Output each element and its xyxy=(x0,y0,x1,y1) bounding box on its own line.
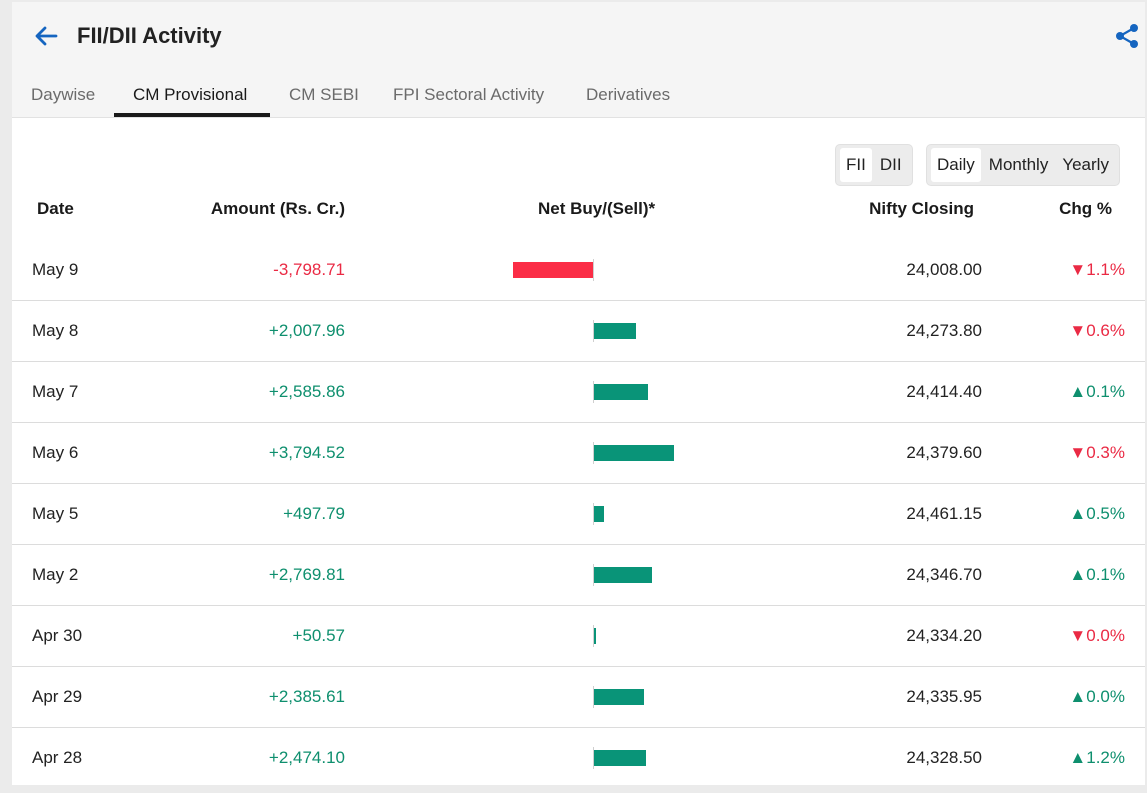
date-cell: May 8 xyxy=(32,321,79,340)
bar-axis xyxy=(593,686,594,708)
date-cell: May 6 xyxy=(32,443,79,462)
bar-axis xyxy=(593,259,594,281)
date-cell: May 9 xyxy=(32,260,79,279)
bar-axis xyxy=(593,625,594,647)
monthly-toggle[interactable]: Monthly xyxy=(988,155,1049,174)
change-percent-cell: ▲0.1% xyxy=(1069,382,1125,401)
net-buy-bar xyxy=(594,323,636,339)
page-title: FII/DII Activity xyxy=(77,23,222,48)
change-percent-cell: ▼0.3% xyxy=(1069,443,1125,462)
date-cell: Apr 28 xyxy=(32,748,83,767)
nifty-closing-column-header[interactable]: Nifty Closing xyxy=(869,199,974,218)
chg-column-header[interactable]: Chg % xyxy=(1059,199,1112,218)
amount-cell: +50.57 xyxy=(292,626,345,645)
fii-dii-card: FII/DII Activity Daywise CM Provisional … xyxy=(12,2,1145,785)
tab-cm-sebi[interactable]: CM SEBI xyxy=(289,85,359,104)
amount-cell: +2,585.86 xyxy=(268,382,345,401)
date-cell: Apr 29 xyxy=(32,687,83,706)
active-tab-indicator xyxy=(114,113,270,117)
change-percent-cell: ▲1.2% xyxy=(1069,748,1125,767)
bar-axis xyxy=(593,564,594,586)
net-buy-bar xyxy=(594,506,604,522)
date-cell: May 7 xyxy=(32,382,79,401)
table-row[interactable]: Apr 30 +50.57 24,334.20 ▼0.0% xyxy=(12,606,1145,667)
amount-cell: +2,769.81 xyxy=(268,565,345,584)
tab-cm-provisional[interactable]: CM Provisional xyxy=(133,85,248,104)
tab-fpi-sectoral-activity[interactable]: FPI Sectoral Activity xyxy=(393,85,545,104)
nifty-closing-cell: 24,346.70 xyxy=(906,565,982,584)
nifty-closing-cell: 24,008.00 xyxy=(906,260,982,279)
page-header: FII/DII Activity Daywise CM Provisional … xyxy=(12,2,1145,118)
net-buy-bar xyxy=(594,384,648,400)
nifty-closing-cell: 24,328.50 xyxy=(906,748,982,767)
net-buy-bar xyxy=(594,628,596,644)
amount-cell: +497.79 xyxy=(283,504,345,523)
bar-axis xyxy=(593,320,594,342)
bar-axis xyxy=(593,442,594,464)
nifty-closing-cell: 24,461.15 xyxy=(906,504,982,523)
date-cell: May 2 xyxy=(32,565,79,584)
table-row[interactable]: Apr 29 +2,385.61 24,335.95 ▲0.0% xyxy=(12,667,1145,728)
change-percent-cell: ▼0.0% xyxy=(1069,626,1125,645)
daily-toggle[interactable]: Daily xyxy=(931,148,981,182)
table-row[interactable]: May 7 +2,585.86 24,414.40 ▲0.1% xyxy=(12,362,1145,423)
change-percent-cell: ▲0.0% xyxy=(1069,687,1125,706)
yearly-toggle[interactable]: Yearly xyxy=(1062,155,1109,174)
net-buy-bar xyxy=(594,689,644,705)
nifty-closing-cell: 24,379.60 xyxy=(906,443,982,462)
arrow-left-icon[interactable] xyxy=(32,22,60,50)
table-row[interactable]: May 5 +497.79 24,461.15 ▲0.5% xyxy=(12,484,1145,545)
amount-cell: +2,385.61 xyxy=(268,687,345,706)
date-cell: Apr 30 xyxy=(32,626,83,645)
change-percent-cell: ▼1.1% xyxy=(1069,260,1125,279)
table-row[interactable]: Apr 28 +2,474.10 24,328.50 ▲1.2% xyxy=(12,728,1145,789)
tab-derivatives[interactable]: Derivatives xyxy=(586,85,671,104)
amount-cell: +3,794.52 xyxy=(268,443,345,462)
net-sell-bar xyxy=(513,262,593,278)
bar-axis xyxy=(593,381,594,403)
table-row[interactable]: May 9 -3,798.71 24,008.00 ▼1.1% xyxy=(12,240,1145,301)
amount-cell: +2,474.10 xyxy=(268,748,345,767)
tab-daywise[interactable]: Daywise xyxy=(31,85,96,104)
net-buy-bar xyxy=(594,567,652,583)
net-buy-bar xyxy=(594,445,674,461)
nifty-closing-cell: 24,414.40 xyxy=(906,382,982,401)
amount-cell: -3,798.71 xyxy=(273,260,345,279)
amount-column-header[interactable]: Amount (Rs. Cr.) xyxy=(210,199,345,218)
table-row[interactable]: May 8 +2,007.96 24,273.80 ▼0.6% xyxy=(12,301,1145,362)
change-percent-cell: ▼0.6% xyxy=(1069,321,1125,340)
dii-toggle[interactable]: DII xyxy=(879,155,902,174)
nifty-closing-cell: 24,334.20 xyxy=(906,626,982,645)
table-row[interactable]: May 6 +3,794.52 24,379.60 ▼0.3% xyxy=(12,423,1145,484)
date-column-header[interactable]: Date xyxy=(37,199,74,218)
net-buy-bar xyxy=(594,750,646,766)
fii-toggle[interactable]: FII xyxy=(840,148,872,182)
share-icon[interactable] xyxy=(1113,22,1141,50)
bar-axis xyxy=(593,503,594,525)
nifty-closing-cell: 24,335.95 xyxy=(906,687,982,706)
date-cell: May 5 xyxy=(32,504,79,523)
change-percent-cell: ▲0.5% xyxy=(1069,504,1125,523)
net-buy-sell-column-header[interactable]: Net Buy/(Sell)* xyxy=(538,199,656,218)
investor-toggle: FII DII xyxy=(835,144,913,186)
bar-axis xyxy=(593,747,594,769)
nifty-closing-cell: 24,273.80 xyxy=(906,321,982,340)
table-row[interactable]: May 2 +2,769.81 24,346.70 ▲0.1% xyxy=(12,545,1145,606)
change-percent-cell: ▲0.1% xyxy=(1069,565,1125,584)
amount-cell: +2,007.96 xyxy=(268,321,345,340)
period-toggle: Daily Monthly Yearly xyxy=(926,144,1120,186)
